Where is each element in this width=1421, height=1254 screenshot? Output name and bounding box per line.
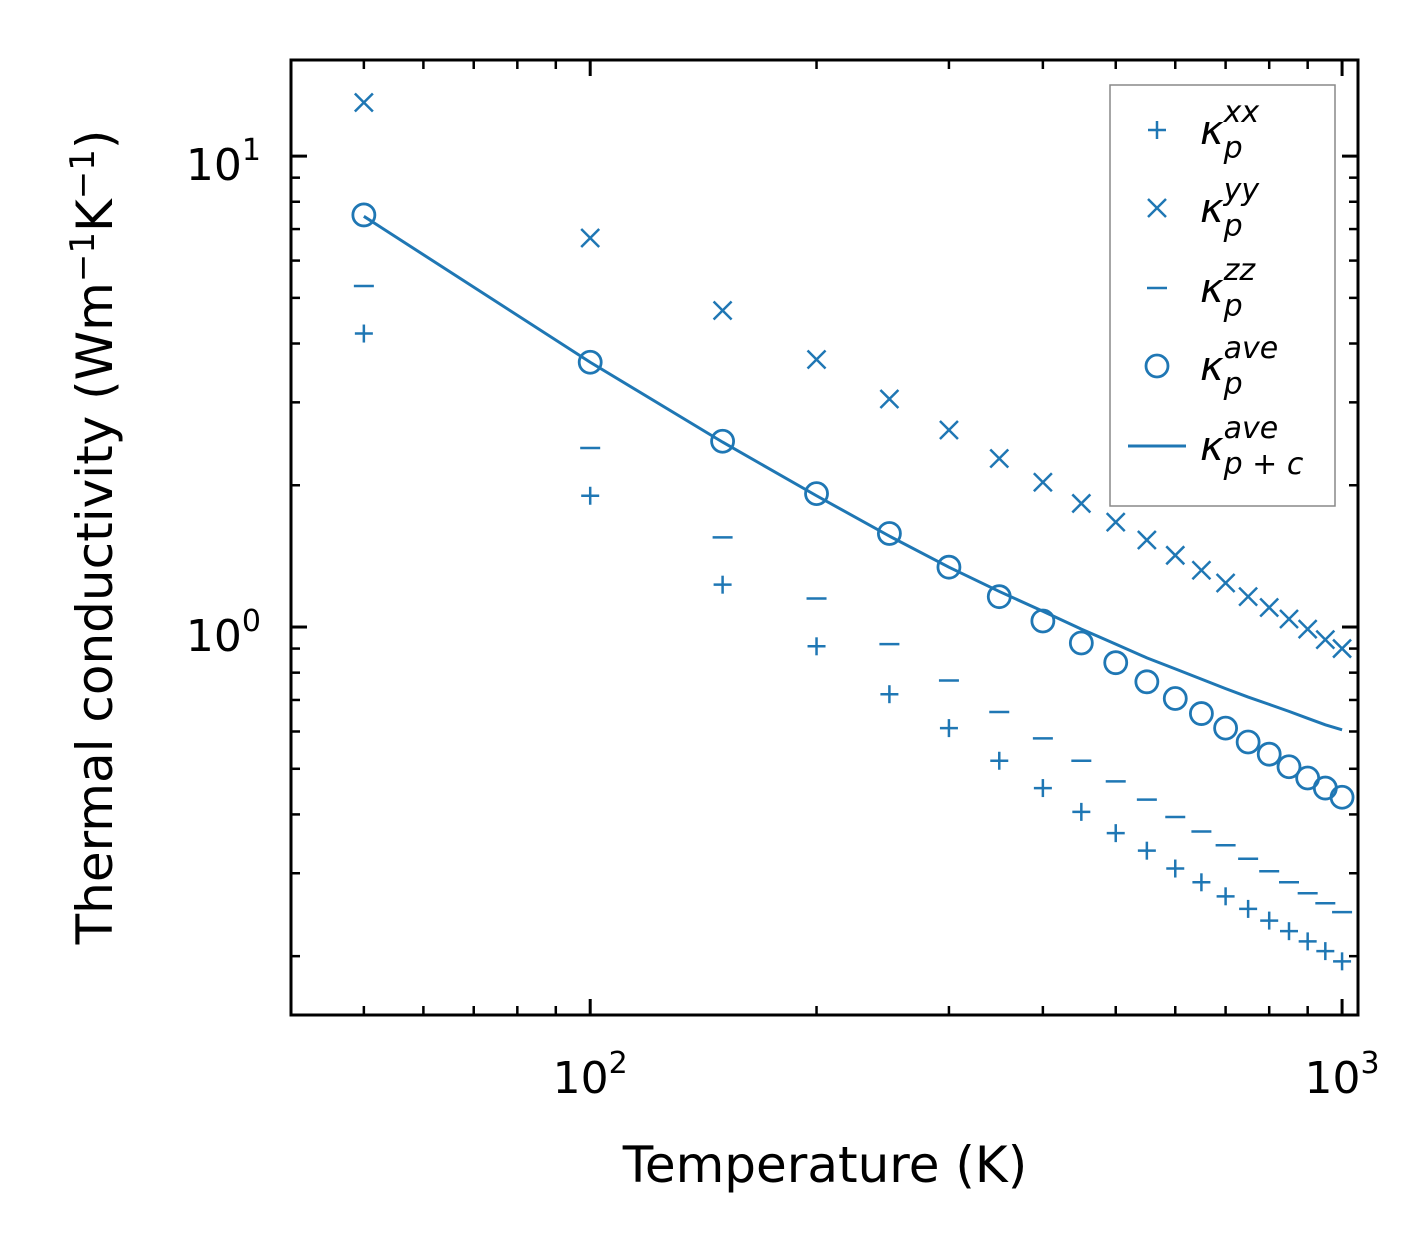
data-point xyxy=(1238,586,1259,607)
series-xx-p xyxy=(354,324,1352,971)
data-point xyxy=(1103,650,1129,676)
y-axis-label-main: Thermal conductivity (Wm xyxy=(66,282,124,945)
data-point xyxy=(1137,841,1156,860)
x-axis-label: Temperature (K) xyxy=(622,1136,1027,1194)
data-point xyxy=(1259,597,1280,618)
series-layer xyxy=(351,92,1355,971)
data-point xyxy=(807,637,826,656)
data-point xyxy=(1235,729,1261,755)
data-point xyxy=(1189,701,1214,726)
data-point xyxy=(581,486,600,505)
series-yy-p xyxy=(353,92,1352,659)
data-point xyxy=(1256,741,1282,767)
legend-entry: κxx p xyxy=(1148,95,1259,166)
data-point xyxy=(353,92,374,113)
data-point xyxy=(713,575,732,594)
data-point xyxy=(1216,887,1235,906)
data-point xyxy=(1280,922,1299,941)
series-zz-p xyxy=(353,284,1353,914)
data-point xyxy=(354,324,373,343)
legend-entry: κave p xyxy=(1144,331,1278,402)
data-point xyxy=(1165,545,1186,566)
data-point xyxy=(876,521,902,546)
legend-entry: κyy p xyxy=(1147,173,1260,244)
legend-swatch xyxy=(1144,353,1170,379)
y-axis-label-close: ) xyxy=(66,130,124,150)
legend-label: κave p + c xyxy=(1200,411,1304,482)
data-point xyxy=(990,751,1009,770)
series-ave-p xyxy=(351,202,1355,810)
legend-entry: κave p + c xyxy=(1128,411,1304,482)
series-ave-p+c xyxy=(363,215,1343,732)
data-point xyxy=(1192,873,1211,892)
data-point xyxy=(936,554,962,580)
plot-frame xyxy=(289,58,1360,1017)
y-axis-label-exp2: −1 xyxy=(63,149,103,199)
legend-label: κzz p xyxy=(1200,253,1256,324)
data-point xyxy=(1105,512,1126,533)
data-point xyxy=(1329,784,1355,810)
data-point xyxy=(1134,669,1160,695)
data-point xyxy=(1032,472,1053,493)
legend-swatch xyxy=(1148,121,1166,139)
data-point xyxy=(1136,530,1157,550)
x-tick-label: 102 xyxy=(553,1046,628,1104)
data-point xyxy=(939,420,959,440)
data-point xyxy=(577,349,603,375)
data-point xyxy=(989,448,1010,469)
data-point xyxy=(1316,942,1335,961)
data-point xyxy=(1072,802,1091,821)
data-point xyxy=(712,300,733,321)
data-point xyxy=(1332,638,1352,659)
data-point xyxy=(1260,911,1279,930)
data-point xyxy=(1213,715,1239,741)
legend-swatch xyxy=(1147,198,1167,218)
legend: κxx p κyy p κzz p κave p κave p + c xyxy=(1109,84,1336,507)
data-point xyxy=(1191,560,1212,581)
data-point xyxy=(1279,609,1299,629)
data-point xyxy=(1315,629,1336,650)
data-point xyxy=(1298,932,1317,951)
legend-label: κave p xyxy=(1200,331,1278,402)
series-line xyxy=(363,215,1343,732)
data-point xyxy=(1166,859,1185,878)
y-axis-label: Thermal conductivity (Wm−1K−1) xyxy=(63,130,124,946)
x-tick-label: 103 xyxy=(1305,1046,1380,1104)
y-tick-label: 101 xyxy=(186,133,261,191)
y-tick-label: 100 xyxy=(186,604,261,662)
data-point xyxy=(1071,493,1092,514)
legend-label: κyy p xyxy=(1200,173,1260,244)
legend-entries: κxx p κyy p κzz p κave p κave p + c xyxy=(1128,95,1304,482)
data-point xyxy=(710,428,735,454)
data-point xyxy=(1068,630,1094,656)
y-axis-label-k: K xyxy=(66,198,124,232)
tick-labels: 102 103 100 101 xyxy=(186,133,1380,1104)
data-point xyxy=(879,389,900,409)
legend-frame xyxy=(1109,84,1336,507)
data-point xyxy=(1239,899,1258,918)
data-point xyxy=(1276,754,1302,780)
data-point xyxy=(1312,775,1338,801)
data-point xyxy=(804,481,829,507)
data-point xyxy=(806,349,827,370)
data-point xyxy=(351,202,377,228)
legend-label: κxx p xyxy=(1200,95,1259,166)
data-point xyxy=(580,228,601,248)
data-point xyxy=(939,719,958,738)
y-axis-label-exp1: −1 xyxy=(63,232,103,282)
data-point xyxy=(1106,824,1125,843)
data-point xyxy=(1033,779,1052,798)
legend-entry: κzz p xyxy=(1147,253,1256,324)
data-point xyxy=(1297,619,1318,639)
data-point xyxy=(1162,686,1188,711)
data-point xyxy=(1333,952,1352,971)
data-point xyxy=(1215,573,1236,593)
major-ticks xyxy=(291,60,1358,1015)
data-point xyxy=(880,685,899,704)
